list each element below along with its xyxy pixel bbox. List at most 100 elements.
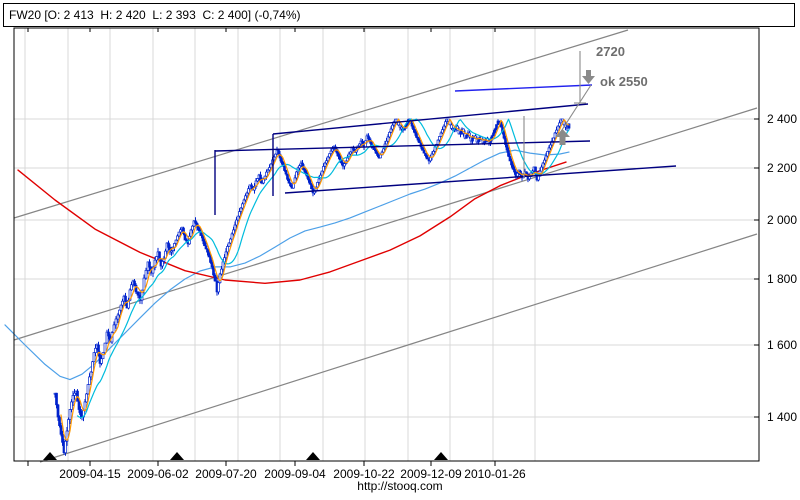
candle-body [61, 433, 64, 443]
candle-body [107, 331, 110, 337]
candle-body [206, 248, 209, 253]
watermark-url: http://stooq.com [357, 479, 443, 493]
candle-body [189, 229, 193, 237]
candle-body [247, 188, 250, 194]
candle-body [227, 242, 231, 247]
candle-body [346, 157, 349, 162]
candle-body [510, 160, 513, 166]
candle-body [88, 376, 91, 385]
candle-body [389, 128, 393, 133]
candle-body [182, 227, 185, 234]
navy-trendline [272, 103, 589, 135]
candle-body [450, 124, 453, 129]
measure-line [559, 84, 592, 134]
candle-body [331, 148, 334, 152]
candle-body [386, 136, 390, 142]
expiry-markers [43, 452, 448, 460]
candle-body [442, 125, 446, 130]
candle-body [161, 261, 164, 267]
candle-body [229, 238, 232, 244]
down-arrow-icon [582, 70, 595, 84]
candle-body [465, 135, 468, 139]
candle-body [274, 153, 277, 158]
candle-body [242, 199, 246, 205]
candle-body [174, 239, 178, 244]
candle-body [295, 171, 298, 179]
candle-body [201, 235, 205, 242]
x-axis-label: 2009-10-22 [333, 467, 395, 481]
y-axis-label: 2 000 [767, 213, 797, 227]
candle-body [325, 160, 328, 164]
candle-body [148, 261, 151, 268]
candle-body [343, 163, 346, 167]
candle-body [173, 243, 176, 248]
blue-resistance-line [454, 84, 593, 92]
candle-body [230, 233, 234, 240]
candle-body [232, 229, 235, 235]
candle-body [543, 159, 546, 164]
candle-body [553, 132, 557, 139]
candle-body [505, 144, 509, 151]
candle-body [388, 131, 391, 138]
y-axis-label: 2 400 [767, 112, 797, 126]
candle-body [556, 125, 560, 131]
candle-body [224, 251, 228, 259]
expiry-triangle-marker [170, 452, 184, 460]
candle-body [217, 282, 220, 293]
candle-body [92, 352, 96, 363]
candle-body [179, 229, 182, 233]
y-axis-label: 1 600 [767, 338, 797, 352]
candle-body [213, 274, 217, 282]
candle-body [128, 289, 132, 301]
expiry-triangle-marker [434, 452, 448, 460]
candle-body [317, 178, 321, 183]
candle-body [167, 242, 170, 248]
candle-body [94, 347, 97, 353]
candle-body [307, 175, 310, 181]
candle-body [140, 289, 144, 301]
chart-title: FW20 [O: 2 413 H: 2 420 L: 2 393 C: 2 40… [3, 3, 795, 27]
candle-body [471, 137, 474, 142]
candle-body [441, 129, 444, 134]
y-axis-label: 1 800 [767, 272, 797, 286]
candle-body [310, 183, 313, 190]
candle-body [203, 240, 206, 247]
candle-body [320, 170, 324, 176]
candle-body [338, 155, 342, 161]
channel-lines [13, 29, 758, 463]
candle-body [144, 270, 148, 279]
candle-body [413, 129, 417, 134]
red-long-ma [17, 161, 567, 284]
candle-body [493, 128, 497, 134]
candle-body [71, 395, 75, 403]
y-axis-labels: 2 400 2 200 2 000 1 800 1 600 1 400 [767, 112, 797, 424]
candle-body [322, 166, 325, 172]
candle-body [281, 161, 285, 166]
candle-body [79, 409, 82, 415]
candle-body [114, 318, 118, 326]
candle-body [121, 300, 124, 306]
candle-body [537, 175, 540, 181]
candle-body [298, 165, 301, 169]
candle-body [385, 140, 388, 145]
cyan-mid-ma [76, 118, 570, 419]
candle-body [220, 268, 223, 275]
candle-body [287, 178, 291, 184]
candle-body [382, 148, 385, 153]
candle-body [422, 149, 426, 154]
candle-body [308, 179, 312, 185]
candle-body [316, 182, 319, 188]
target-annotations: 2720 ok 2550 [555, 44, 648, 145]
candle-body [416, 137, 420, 141]
candle-body [204, 245, 208, 250]
candle-body [438, 136, 441, 141]
candle-body [68, 409, 72, 420]
candle-body [412, 125, 415, 130]
x-axis-labels: 2009-04-15 2009-06-02 2009-07-20 2009-09-04… [59, 467, 526, 481]
candle-body [124, 295, 127, 302]
candle-body [289, 182, 292, 187]
candle-body [540, 166, 543, 172]
candle-body [265, 171, 268, 177]
x-axis-label: 2009-09-04 [264, 467, 326, 481]
candle-body [176, 235, 179, 241]
